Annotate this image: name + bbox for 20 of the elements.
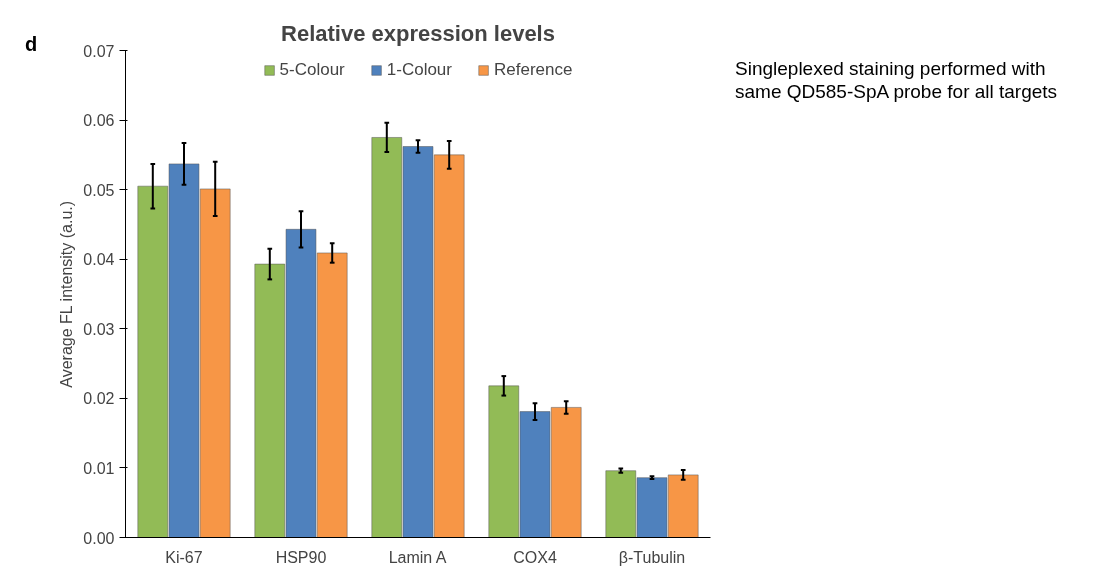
legend-label: 5-Colour xyxy=(279,60,345,80)
y-tick-label: 0.01 xyxy=(83,459,115,477)
legend-label: 1-Colour xyxy=(386,60,452,80)
x-tick-label: HSP90 xyxy=(275,548,327,566)
text: Singleplexed staining performed with same QD585-SpA probe for all targets xyxy=(735,58,1058,104)
legend-label: Reference xyxy=(493,60,573,80)
y-tick-label: 0.06 xyxy=(83,112,115,130)
y-tick-label: 0.00 xyxy=(83,529,115,547)
y-tick-label: 0.03 xyxy=(83,320,115,338)
text: d xyxy=(25,32,38,57)
x-tick-label: COX4 xyxy=(513,548,557,566)
y-tick-label: 0.05 xyxy=(83,181,115,199)
x-tick-label: β-Tubulin xyxy=(618,548,686,566)
y-axis-title: Average FL intensity (a.u.) xyxy=(58,200,76,388)
chart-title: Relative expression levels xyxy=(281,20,555,46)
y-tick-label: 0.04 xyxy=(83,251,115,269)
x-tick-label: Lamin A xyxy=(388,548,447,566)
y-tick-label: 0.02 xyxy=(83,390,115,408)
y-tick-label: 0.07 xyxy=(83,42,115,60)
x-tick-label: Ki-67 xyxy=(165,548,203,566)
